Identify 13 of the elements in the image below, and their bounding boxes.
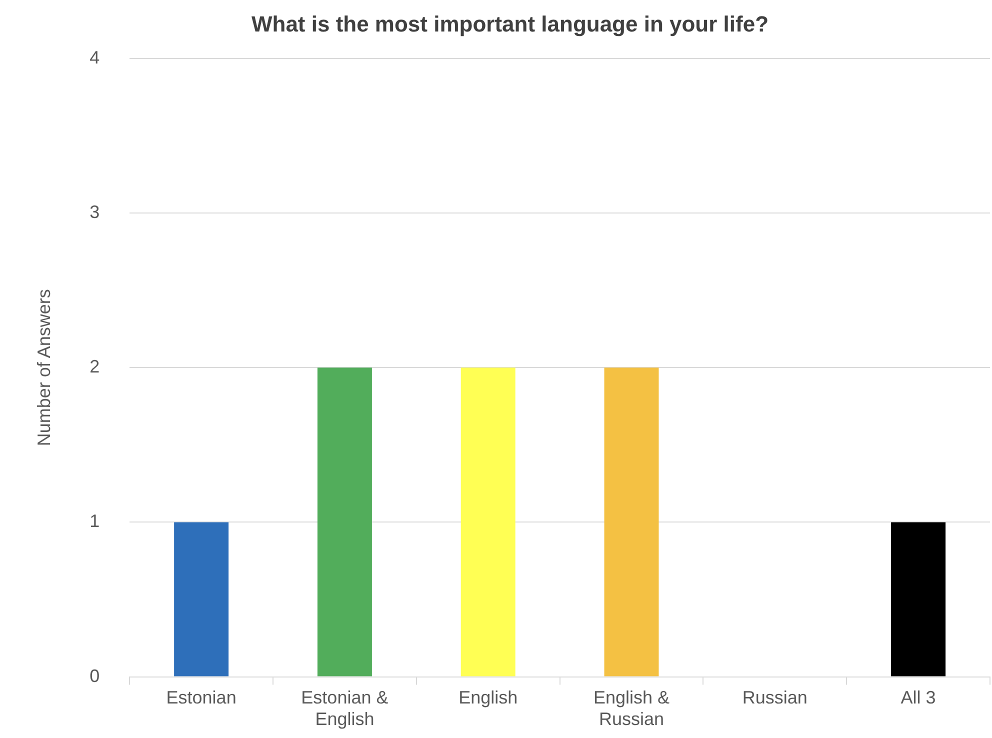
x-tick-label: Estonian [166,688,236,708]
x-tick-label: English & Russian [593,688,670,730]
x-tick-label: Russian [742,688,808,708]
y-tick-label: 2 [90,356,100,377]
y-tick-label: 3 [90,202,100,222]
y-tick-label: 4 [90,47,100,68]
x-tick-label: Estonian & English [301,688,388,730]
y-tick-label: 1 [90,511,100,532]
y-tick-label: 0 [90,666,100,686]
chart-title: What is the most important language in your life? [251,11,769,36]
x-tick-label: English [458,688,518,708]
y-axis-title: Number of Answers [34,289,54,446]
x-tick-label: All 3 [900,688,936,708]
